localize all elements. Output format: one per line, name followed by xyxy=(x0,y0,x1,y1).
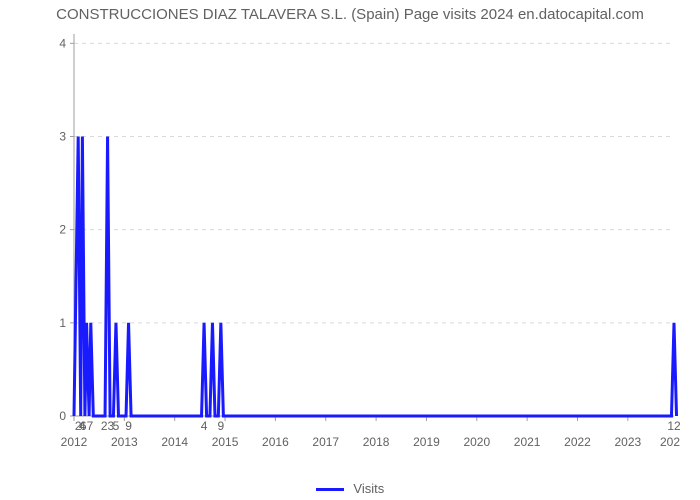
plot-svg: 0123420122013201420152016201720182019202… xyxy=(50,30,680,450)
legend-label: Visits xyxy=(353,481,384,496)
svg-text:2020: 2020 xyxy=(463,435,490,449)
svg-text:9: 9 xyxy=(125,419,132,433)
svg-text:67: 67 xyxy=(80,419,94,433)
svg-text:9: 9 xyxy=(218,419,225,433)
svg-text:2014: 2014 xyxy=(161,435,188,449)
svg-text:4: 4 xyxy=(59,36,66,50)
svg-text:1: 1 xyxy=(59,316,66,330)
svg-text:2: 2 xyxy=(59,223,66,237)
svg-text:3: 3 xyxy=(59,129,66,143)
svg-text:2012: 2012 xyxy=(61,435,88,449)
svg-text:2022: 2022 xyxy=(564,435,591,449)
svg-text:4: 4 xyxy=(201,419,208,433)
visits-chart: CONSTRUCCIONES DIAZ TALAVERA S.L. (Spain… xyxy=(0,0,700,500)
svg-text:0: 0 xyxy=(59,409,66,423)
svg-text:12: 12 xyxy=(667,419,680,433)
legend-swatch xyxy=(316,488,344,491)
svg-text:2016: 2016 xyxy=(262,435,289,449)
svg-text:2023: 2023 xyxy=(614,435,641,449)
svg-text:5: 5 xyxy=(113,419,120,433)
chart-title: CONSTRUCCIONES DIAZ TALAVERA S.L. (Spain… xyxy=(0,6,700,23)
svg-text:2018: 2018 xyxy=(363,435,390,449)
plot-area: 0123420122013201420152016201720182019202… xyxy=(50,30,680,450)
legend: Visits xyxy=(0,481,700,496)
svg-text:2015: 2015 xyxy=(212,435,239,449)
svg-text:2017: 2017 xyxy=(312,435,339,449)
svg-text:202: 202 xyxy=(660,435,680,449)
svg-text:2021: 2021 xyxy=(514,435,541,449)
svg-text:2019: 2019 xyxy=(413,435,440,449)
svg-text:2013: 2013 xyxy=(111,435,138,449)
